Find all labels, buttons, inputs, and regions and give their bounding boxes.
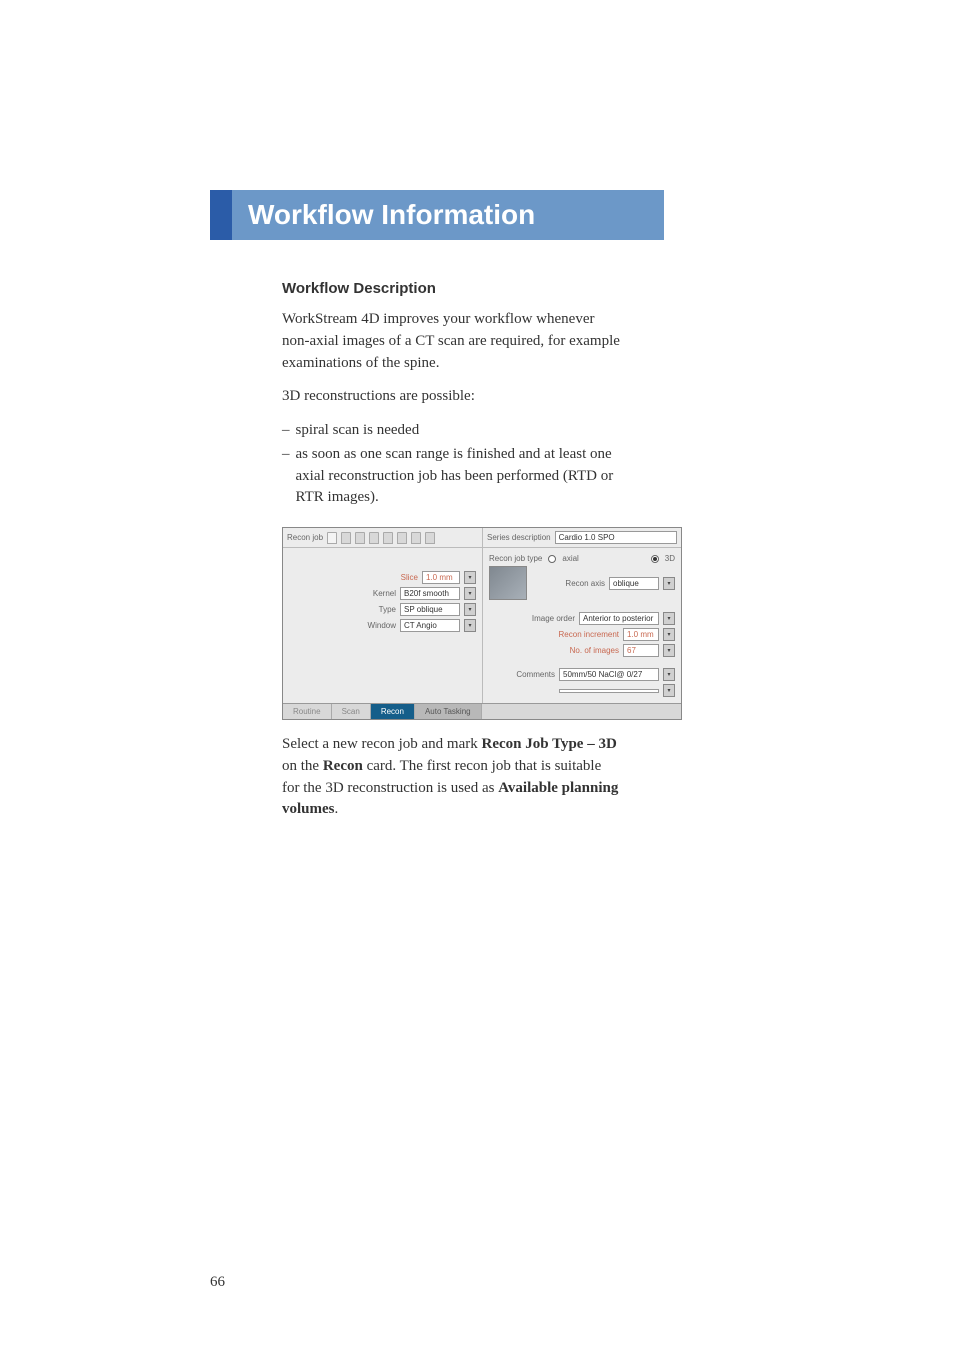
- dropdown-icon[interactable]: ▾: [464, 619, 476, 632]
- recon-job-tab[interactable]: [425, 532, 435, 544]
- recon-increment-label: Recon increment: [559, 630, 619, 639]
- 3d-label: 3D: [665, 554, 675, 563]
- list-item-text: spiral scan is needed: [296, 420, 621, 442]
- recon-right-panel: Recon job type axial 3D Recon axis obliq…: [482, 548, 681, 703]
- title-block: Workflow Information: [210, 190, 664, 240]
- recon-job-tab[interactable]: [369, 532, 379, 544]
- dash-icon: –: [282, 444, 290, 509]
- comments-row-2: ▾: [489, 684, 675, 697]
- series-description-label: Series description: [487, 533, 551, 542]
- recon-job-tab[interactable]: [411, 532, 421, 544]
- window-input[interactable]: CT Angio: [400, 619, 460, 632]
- type-row: Type SP oblique ▾: [289, 603, 476, 616]
- stepper-icon[interactable]: ▾: [663, 644, 675, 657]
- dropdown-icon[interactable]: ▾: [663, 668, 675, 681]
- tab-routine[interactable]: Routine: [283, 704, 332, 719]
- stepper-icon[interactable]: ▾: [663, 628, 675, 641]
- axial-label: axial: [562, 554, 578, 563]
- type-input[interactable]: SP oblique: [400, 603, 460, 616]
- dropdown-icon[interactable]: ▾: [464, 603, 476, 616]
- series-description-input[interactable]: Cardio 1.0 SPO: [555, 531, 677, 544]
- no-images-row: No. of images 67 ▾: [489, 644, 675, 657]
- dropdown-icon[interactable]: ▾: [663, 577, 675, 590]
- kernel-row: Kernel B20f smooth ▾: [289, 587, 476, 600]
- recon-increment-input[interactable]: 1.0 mm: [623, 628, 659, 641]
- recon-panel: Recon job Series description Cardio 1.0 …: [282, 527, 682, 720]
- series-description-row: Series description Cardio 1.0 SPO: [482, 528, 681, 547]
- recon-body: Slice 1.0 mm ▾ Kernel B20f smooth ▾ Type…: [283, 548, 681, 703]
- recon-job-tab[interactable]: [341, 532, 351, 544]
- paragraph-intro: WorkStream 4D improves your workflow whe…: [282, 309, 620, 374]
- dropdown-icon[interactable]: ▾: [464, 587, 476, 600]
- paragraph-instructions: Select a new recon job and mark Recon Jo…: [282, 734, 620, 821]
- tab-scan[interactable]: Scan: [332, 704, 371, 719]
- comments-row: Comments 50mm/50 NaCl@ 0/27 ▾: [489, 668, 675, 681]
- dropdown-icon[interactable]: ▾: [663, 612, 675, 625]
- title-accent-bar: [210, 190, 232, 240]
- window-label: Window: [368, 621, 396, 630]
- comments-input[interactable]: 50mm/50 NaCl@ 0/27: [559, 668, 659, 681]
- slice-row: Slice 1.0 mm ▾: [289, 571, 476, 584]
- list-item: – as soon as one scan range is finished …: [282, 444, 620, 509]
- bullet-list: – spiral scan is needed – as soon as one…: [282, 420, 620, 509]
- text-part: on the: [282, 758, 323, 774]
- dropdown-icon[interactable]: ▾: [663, 684, 675, 697]
- text-bold: Recon: [323, 758, 363, 774]
- recon-increment-row: Recon increment 1.0 mm ▾: [489, 628, 675, 641]
- bottom-tabs: Routine Scan Recon Auto Tasking: [283, 703, 681, 719]
- recon-job-tab[interactable]: [327, 532, 337, 544]
- title-bar: Workflow Information: [232, 190, 664, 240]
- section-heading: Workflow Description: [282, 280, 620, 297]
- window-row: Window CT Angio ▾: [289, 619, 476, 632]
- tab-auto-tasking[interactable]: Auto Tasking: [415, 704, 482, 719]
- image-order-label: Image order: [532, 614, 575, 623]
- dropdown-icon[interactable]: ▾: [464, 571, 476, 584]
- content-area-2: Select a new recon job and mark Recon Jo…: [210, 734, 620, 821]
- recon-left-panel: Slice 1.0 mm ▾ Kernel B20f smooth ▾ Type…: [283, 548, 482, 703]
- recon-job-tab[interactable]: [355, 532, 365, 544]
- paragraph-possible: 3D reconstructions are possible:: [282, 386, 620, 408]
- recon-axis-row: Recon axis oblique ▾: [489, 566, 675, 600]
- slice-input[interactable]: 1.0 mm: [422, 571, 460, 584]
- no-images-input[interactable]: 67: [623, 644, 659, 657]
- preview-thumbnail: [489, 566, 527, 600]
- kernel-input[interactable]: B20f smooth: [400, 587, 460, 600]
- content-area: Workflow Description WorkStream 4D impro…: [210, 280, 620, 509]
- slice-label: Slice: [401, 573, 418, 582]
- comments-label: Comments: [516, 670, 555, 679]
- recon-job-tabs: Recon job: [283, 528, 482, 547]
- recon-job-tab[interactable]: [397, 532, 407, 544]
- recon-job-type-label: Recon job type: [489, 554, 542, 563]
- axial-radio[interactable]: [548, 555, 556, 563]
- no-images-label: No. of images: [570, 646, 619, 655]
- recon-job-type-row: Recon job type axial 3D: [489, 554, 675, 563]
- recon-axis-label: Recon axis: [565, 579, 605, 588]
- text-bold: Recon Job Type – 3D: [482, 736, 617, 752]
- list-item: – spiral scan is needed: [282, 420, 620, 442]
- image-order-row: Image order Anterior to posterior ▾: [489, 612, 675, 625]
- list-item-text: as soon as one scan range is finished an…: [296, 444, 621, 509]
- page-number: 66: [210, 1274, 225, 1291]
- comments-input-2[interactable]: [559, 689, 659, 693]
- text-part: Select a new recon job and mark: [282, 736, 482, 752]
- recon-screenshot: Recon job Series description Cardio 1.0 …: [282, 527, 682, 720]
- page-title: Workflow Information: [248, 199, 535, 231]
- image-order-input[interactable]: Anterior to posterior: [579, 612, 659, 625]
- dash-icon: –: [282, 420, 290, 442]
- kernel-label: Kernel: [373, 589, 396, 598]
- 3d-radio[interactable]: [651, 555, 659, 563]
- recon-job-tab[interactable]: [383, 532, 393, 544]
- type-label: Type: [379, 605, 396, 614]
- tab-recon[interactable]: Recon: [371, 704, 415, 719]
- text-part: .: [335, 801, 339, 817]
- recon-top-row: Recon job Series description Cardio 1.0 …: [283, 528, 681, 548]
- recon-job-label: Recon job: [287, 533, 323, 542]
- recon-axis-input[interactable]: oblique: [609, 577, 659, 590]
